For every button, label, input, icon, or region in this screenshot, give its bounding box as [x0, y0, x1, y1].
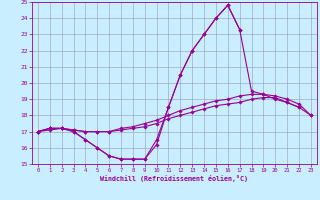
X-axis label: Windchill (Refroidissement éolien,°C): Windchill (Refroidissement éolien,°C) [100, 175, 248, 182]
